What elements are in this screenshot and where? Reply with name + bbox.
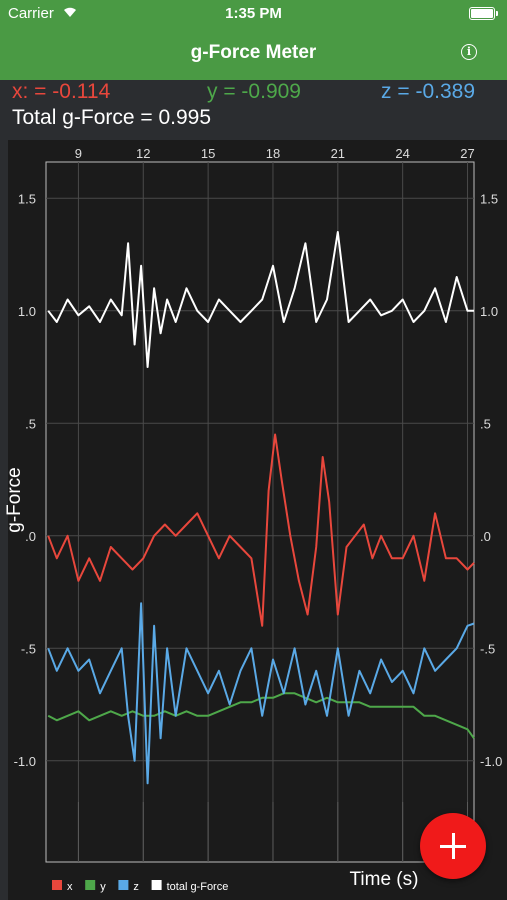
wifi-icon [64,7,76,18]
y-tick-label-right: .5 [480,416,491,431]
x-tick-label: 12 [136,146,150,161]
series-line-total-g-force [47,231,474,368]
y-tick-label-right: .0 [480,529,491,544]
nav-bar: g-Force Meter i [0,28,507,80]
info-icon[interactable]: i [461,44,477,60]
chart-background [8,140,507,900]
x-tick-label: 9 [75,146,82,161]
x-tick-label: 18 [266,146,280,161]
y-tick-label-right: 1.0 [480,304,498,319]
y-tick-label-left: 1.0 [18,304,36,319]
status-carrier: Carrier [8,5,54,22]
y-tick-label-right: -.5 [480,641,495,656]
legend-label: y [100,881,106,893]
series-line-z [47,602,475,785]
y-tick-label-left: .5 [25,416,36,431]
y-tick-label-left: 1.5 [18,191,36,206]
legend-swatch [118,880,129,890]
z-readout: z = -0.389 [381,80,475,103]
x-tick-label: 24 [395,146,409,161]
x-tick-label: 21 [331,146,345,161]
legend-swatch [151,880,162,890]
series-line-y [47,692,475,739]
y-tick-label-right: -1.0 [480,754,502,769]
add-button[interactable] [420,813,486,879]
y-tick-label-left: -1.0 [14,754,36,769]
legend-swatch [52,880,62,890]
status-time: 1:35 PM [225,5,282,22]
y-readout: y = -0.909 [207,80,301,103]
y-tick-label-left: .0 [25,529,36,544]
total-gforce-readout: Total g-Force = 0.995 [12,106,212,129]
x-tick-label: 27 [460,146,474,161]
legend-label: z [133,881,139,893]
y-tick-label-right: 1.5 [480,191,498,206]
legend-label: total g-Force [167,881,229,893]
plot-frame [45,161,475,863]
status-bar: Carrier 1:35 PM [0,0,507,28]
page-title: g-Force Meter [190,42,317,63]
y-axis-label: g-Force [4,467,25,532]
x-readout: x: = -0.114 [12,80,111,103]
battery-icon [469,7,498,20]
x-axis-label: Time (s) [350,869,419,890]
series-line-x [47,433,475,627]
y-tick-label-left: -.5 [21,641,36,656]
legend-label: x [67,881,73,893]
x-tick-label: 15 [201,146,215,161]
legend-swatch [85,880,96,890]
